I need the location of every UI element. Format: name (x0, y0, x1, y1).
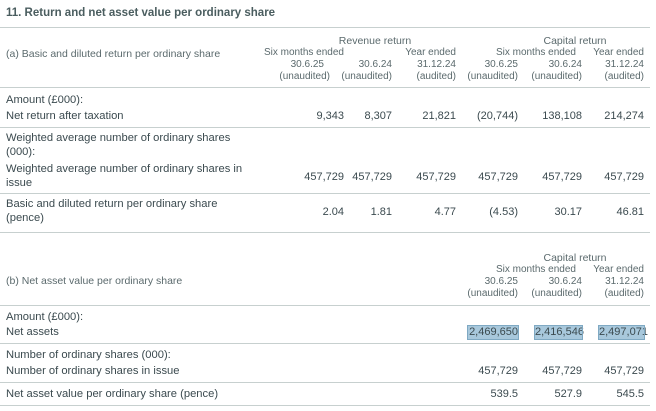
row-divider (0, 193, 650, 194)
col-header: Year ended (593, 47, 644, 58)
table-cell: 2.04 (322, 206, 344, 218)
table-cell: 30.17 (554, 206, 582, 218)
table-cell: (20,744) (477, 110, 518, 122)
table-cell: 2,469,650 (467, 325, 519, 340)
table-cell: 457,729 (542, 365, 582, 377)
col-header: (unaudited) (531, 71, 582, 82)
amount-label: Amount (£000): (6, 311, 84, 323)
table-cell: 46.81 (616, 206, 644, 218)
table-cell: 2,416,546 (534, 325, 584, 340)
col-header: (unaudited) (467, 288, 518, 299)
net-assets-label: Net assets (6, 326, 59, 338)
table-cell: 1.81 (370, 206, 392, 218)
col-header: (unaudited) (279, 71, 330, 82)
col-header: 30.6.25 (484, 59, 518, 70)
weighted-label: Weighted average number of ordinary shar… (6, 132, 231, 158)
col-header: Year ended (405, 47, 456, 58)
table-cell: 457,729 (416, 171, 456, 183)
table-cell: 457,729 (304, 171, 344, 183)
title-divider (0, 27, 650, 28)
table-cell: 457,729 (352, 171, 392, 183)
section-a-title: (a) Basic and diluted return per ordinar… (6, 48, 221, 60)
col-header: Six months ended (263, 47, 344, 58)
col-header: (audited) (604, 288, 644, 299)
table-cell: 539.5 (490, 388, 518, 400)
capital-return-group-b: Capital return (543, 252, 607, 264)
table-cell: 457,729 (604, 171, 644, 183)
amount-label: Amount (£000): (6, 94, 84, 106)
table-cell: 457,729 (542, 171, 582, 183)
col-header: (unaudited) (531, 288, 582, 299)
col-header: 30.6.24 (358, 59, 392, 70)
col-header: Year ended (593, 264, 644, 275)
table-cell: 527.9 (554, 388, 582, 400)
col-header: (unaudited) (467, 71, 518, 82)
shares-label: Number of ordinary shares (000): (6, 349, 171, 361)
row-divider (0, 382, 650, 383)
col-header: 31.12.24 (605, 276, 644, 287)
col-header: 30.6.24 (548, 276, 582, 287)
header-divider (0, 305, 650, 306)
bottom-divider (0, 405, 650, 406)
col-header: 30.6.25 (484, 276, 518, 287)
table-cell: 457,729 (604, 365, 644, 377)
table-cell: 21,821 (422, 110, 456, 122)
basic-diluted-label: Basic and diluted return per ordinary sh… (6, 198, 218, 224)
note-title: 11. Return and net asset value per ordin… (6, 7, 276, 19)
table-cell: 545.5 (616, 388, 644, 400)
header-divider (0, 87, 650, 88)
table-cell: 214,274 (604, 110, 644, 122)
section-divider (0, 232, 650, 233)
table-cell: 4.77 (434, 206, 456, 218)
col-header: 30.6.25 (290, 59, 324, 70)
col-header: (unaudited) (341, 71, 392, 82)
row-divider (0, 343, 650, 344)
section-b-title: (b) Net asset value per ordinary share (6, 275, 183, 287)
revenue-return-group: Revenue return (338, 35, 412, 47)
col-header: 30.6.24 (548, 59, 582, 70)
table-cell: 138,108 (542, 110, 582, 122)
col-header: Six months ended (495, 47, 576, 58)
table-cell: 457,729 (478, 365, 518, 377)
col-header: (audited) (416, 71, 456, 82)
net-return-label: Net return after taxation (6, 110, 124, 122)
col-header: 31.12.24 (605, 59, 644, 70)
nav-label: Net asset value per ordinary share (penc… (6, 388, 219, 400)
table-cell: 457,729 (478, 171, 518, 183)
row-divider (0, 127, 650, 128)
table-cell: (4.53) (489, 206, 518, 218)
col-header: Six months ended (495, 264, 576, 275)
table-cell: 9,343 (316, 110, 344, 122)
shares-issue-label: Number of ordinary shares in issue (6, 365, 180, 377)
capital-return-group: Capital return (543, 35, 607, 47)
table-cell: 2,497,071 (598, 325, 648, 340)
weighted-issue-label: Weighted average number of ordinary shar… (6, 163, 243, 189)
col-header: 31.12.24 (417, 59, 456, 70)
col-header: (audited) (604, 71, 644, 82)
table-cell: 8,307 (364, 110, 392, 122)
